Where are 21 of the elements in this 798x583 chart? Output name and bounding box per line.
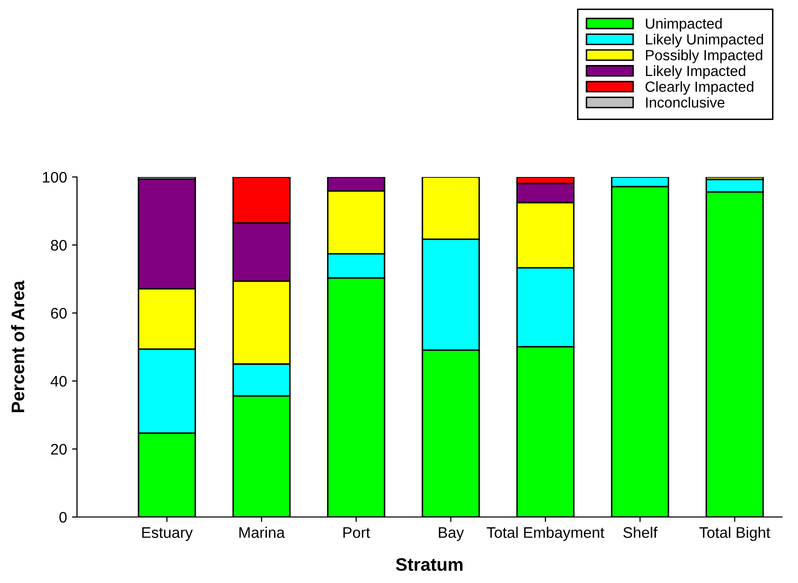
x-axis-title: Stratum [396, 558, 462, 571]
y-tick-label: 40 [50, 376, 67, 387]
legend-label: Unimpacted [646, 18, 722, 32]
legend-label: Likely Unimpacted [646, 34, 764, 48]
x-tick-label: Total Bight [699, 526, 770, 541]
legend-label: Clearly Impacted [646, 81, 754, 95]
legend-label: Likely Impacted [646, 65, 746, 79]
y-tick-label: 20 [51, 444, 67, 455]
x-tick-label: Total Embayment [486, 526, 604, 541]
legend-label: Possibly Impacted [646, 50, 762, 64]
y-tick-label: 60 [51, 308, 67, 319]
x-tick-label: Marina [239, 526, 285, 538]
x-tick-label: Port [343, 527, 370, 538]
legend-label: Inconclusive [646, 96, 724, 108]
y-tick-label: 0 [59, 512, 67, 523]
x-tick-label: Estuary [142, 527, 193, 541]
y-axis-title: Percent of Area [11, 280, 24, 412]
x-tick-label: Bay [438, 527, 464, 541]
x-tick-label: Shelf [623, 526, 658, 538]
y-tick-label: 100 [42, 172, 67, 183]
y-tick-label: 80 [50, 240, 67, 251]
